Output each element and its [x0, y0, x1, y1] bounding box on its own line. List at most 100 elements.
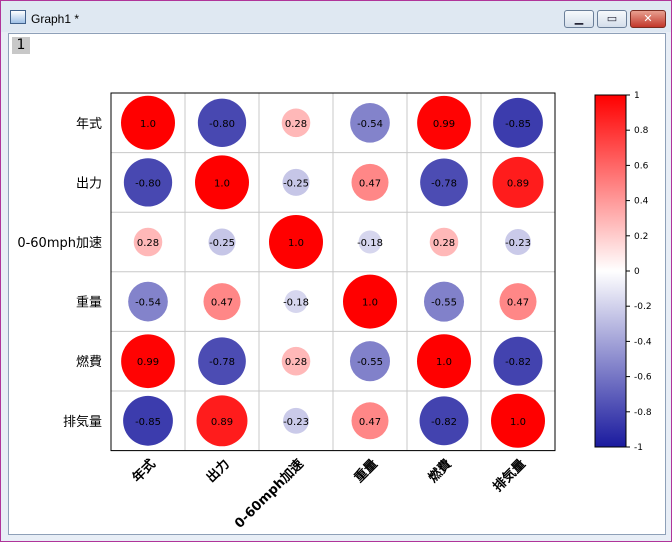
cell-value-label: -0.85 [505, 119, 531, 130]
cell-value-label: 0.28 [285, 357, 307, 368]
column-label: 重量 [351, 456, 381, 486]
row-label: 重量 [76, 295, 102, 311]
correlation-circle [350, 102, 390, 143]
cell-value-label: -0.54 [135, 298, 161, 309]
cell-value-label: 0.99 [433, 119, 455, 130]
cell-value-label: 0.28 [285, 119, 307, 130]
correlation-plot[interactable]: 1.0 -0.80 0.28 -0.54 0.99 -0.85-0.80 1.0 -0.25 0… [9, 34, 665, 534]
plot-cells: 1.0 -0.80 0.28 -0.54 0.99 -0.85 -0.80 1.0 -0.25 0… [121, 95, 545, 448]
cell-value-label: -0.55 [431, 298, 457, 309]
cell-value-label: -0.80 [209, 119, 235, 130]
cell-value-label: 0.89 [507, 178, 529, 189]
correlation-circle [197, 98, 247, 147]
cell-value-label: 0.99 [137, 357, 159, 368]
minimize-icon: ▁ [574, 12, 584, 25]
correlation-circle [195, 155, 249, 210]
correlation-circle [351, 163, 389, 201]
window-title: Graph1 * [31, 12, 80, 26]
cell-value-label: -0.82 [431, 417, 457, 428]
cell-value-label: 1.0 [140, 119, 156, 130]
cell-value-label: 1.0 [436, 357, 452, 368]
correlation-circle [343, 274, 397, 329]
row-label: 年式 [76, 117, 102, 132]
correlation-circle [505, 229, 531, 255]
correlation-circle [281, 108, 311, 138]
cell-value-label: -0.78 [209, 357, 235, 368]
close-icon: ✕ [643, 12, 653, 25]
correlation-circle [198, 337, 246, 386]
row-label: 出力 [76, 176, 102, 191]
cell-value-label: 0.47 [359, 417, 381, 428]
correlation-circle [133, 227, 163, 257]
cell-value-label: -0.23 [283, 417, 309, 428]
plot-frame [110, 92, 556, 452]
correlation-circle [282, 168, 310, 196]
maximize-icon: ▭ [606, 12, 618, 25]
correlation-circle [121, 95, 175, 150]
cell-value-label: 0.47 [507, 298, 529, 309]
cell-value-label: -0.55 [357, 357, 383, 368]
correlation-circle [121, 334, 175, 389]
cell-value-label: -0.25 [283, 178, 309, 189]
correlation-circle [358, 230, 382, 254]
correlation-circle [493, 336, 543, 386]
cell-value-label: 1.0 [214, 178, 230, 189]
colorbar-tick-label: 0.6 [634, 161, 649, 171]
correlation-circle [283, 407, 309, 434]
correlation-circle [284, 290, 308, 314]
colorbar-tick-label: -0.8 [634, 408, 652, 418]
close-button[interactable]: ✕ [630, 10, 666, 28]
colorbar-ticks: 1 0.8 0.6 0.4 0.2 0 -0.2 -0.4 -0.6 -0.8 -1 [626, 91, 652, 453]
correlation-circle [351, 402, 389, 440]
correlation-circle [281, 346, 311, 376]
cell-value-label: 0.47 [211, 298, 233, 309]
cell-value-label: -0.85 [135, 417, 161, 428]
column-label: 燃費 [425, 456, 455, 486]
cell-value-label: 0.89 [211, 417, 233, 428]
colorbar-tick-label: -0.6 [634, 373, 652, 383]
colorbar-tick-label: -0.4 [634, 337, 652, 347]
correlation-circle [123, 158, 173, 207]
layer-tab[interactable]: 1 [12, 37, 30, 54]
column-labels: 年式 出力 0-60mph加速 重量 燃費 排気量 [129, 456, 529, 531]
cell-value-label: -0.78 [431, 178, 457, 189]
plot-grid [110, 92, 556, 452]
graph-page[interactable]: 1.0 -0.80 0.28 -0.54 0.99 -0.85 -0.80 1.0 -0.25 0… [8, 33, 666, 535]
column-label: 年式 [129, 456, 159, 486]
cell-value-label: 1.0 [362, 298, 378, 309]
correlation-circle [269, 215, 323, 269]
row-label: 0-60mph加速 [17, 236, 102, 251]
colorbar-tick-label: 0 [634, 267, 640, 277]
column-label: 排気量 [490, 456, 529, 495]
cell-value-label: -0.82 [505, 357, 531, 368]
colorbar-tick-label: 0.2 [634, 232, 648, 242]
correlation-circle [128, 281, 168, 322]
colorbar-tick-label: 0.8 [634, 126, 649, 136]
colorbar-tick-label: 0.4 [634, 197, 649, 207]
title-bar[interactable]: Graph1 * ▁ ▭ ✕ [1, 1, 671, 32]
correlation-circle [420, 158, 468, 207]
correlation-circle [419, 396, 469, 446]
correlation-circle [492, 156, 544, 208]
correlation-circle [208, 228, 236, 256]
minimize-button[interactable]: ▁ [564, 10, 594, 28]
cell-value-label: 0.28 [137, 238, 159, 249]
cell-value-label: -0.18 [283, 298, 309, 309]
correlation-circle [417, 95, 471, 150]
colorbar-tick-label: 1 [634, 91, 640, 101]
cell-value-label: -0.80 [135, 178, 161, 189]
graph-window-icon[interactable] [10, 10, 26, 24]
correlation-circle [203, 283, 241, 321]
maximize-button[interactable]: ▭ [597, 10, 627, 28]
cell-value-label: 0.28 [433, 238, 455, 249]
correlation-circle [493, 97, 543, 148]
correlation-circle [429, 227, 459, 257]
cell-value-label: -0.25 [209, 238, 235, 249]
cell-value-label: -0.23 [505, 238, 531, 249]
row-label: 排気量 [63, 414, 102, 430]
correlation-circle [196, 395, 248, 447]
colorbar-tick-label: -0.2 [634, 302, 652, 312]
colorbar-tick-label: -1 [634, 443, 643, 453]
